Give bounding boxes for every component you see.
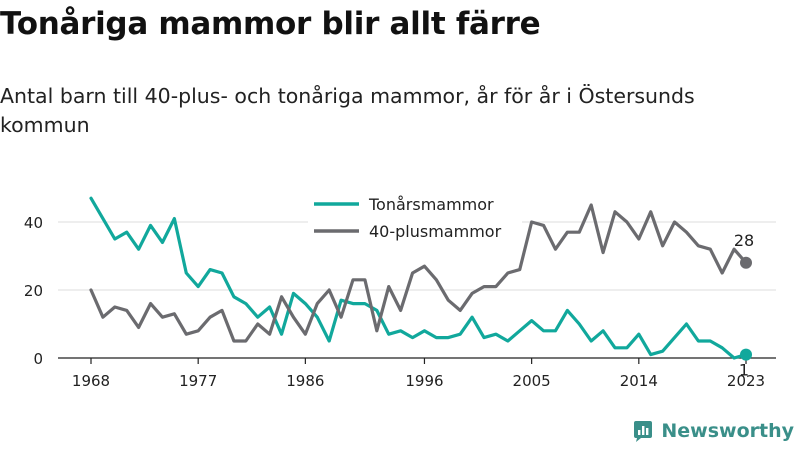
brand-logo-block: Newsworthy xyxy=(632,420,794,442)
legend: Tonårsmammor 40-plusmammor xyxy=(308,192,522,243)
bar-chart-logo-icon xyxy=(634,421,653,442)
series-line-forty xyxy=(89,203,748,343)
x-tick-label-1986: 1986 xyxy=(286,372,324,390)
end-label-forty: 28 xyxy=(734,231,754,250)
series-end-point-forty xyxy=(740,256,752,269)
series-end-point-teen xyxy=(740,348,752,361)
series xyxy=(89,196,752,361)
y-tick-label-20: 20 xyxy=(24,282,43,300)
legend-label-teen: Tonårsmammor xyxy=(368,195,494,214)
x-tick-label-1996: 1996 xyxy=(405,372,443,390)
y-tick-label-40: 40 xyxy=(24,214,43,232)
legend-label-forty: 40-plusmammor xyxy=(369,222,502,241)
chart-subtitle: Antal barn till 40-plus- och tonåriga ma… xyxy=(0,84,695,137)
x-tick-label-1968: 1968 xyxy=(72,372,110,390)
y-axis-ticks: 0 20 40 xyxy=(24,214,43,368)
x-tick-label-1977: 1977 xyxy=(179,372,217,390)
x-axis-ticks: 1968 1977 1986 1996 2005 2014 2023 xyxy=(72,358,765,390)
x-tick-label-2023: 2023 xyxy=(727,372,765,390)
series-line-teen xyxy=(89,196,748,360)
end-labels: 28 1 xyxy=(734,231,754,380)
brand-name: Newsworthy xyxy=(661,420,794,442)
end-label-teen: 1 xyxy=(739,361,749,380)
x-tick-label-2014: 2014 xyxy=(620,372,658,390)
y-tick-label-0: 0 xyxy=(33,350,43,368)
chart-title: Tonåriga mammor blir allt färre xyxy=(0,6,541,42)
x-tick-label-2005: 2005 xyxy=(513,372,551,390)
